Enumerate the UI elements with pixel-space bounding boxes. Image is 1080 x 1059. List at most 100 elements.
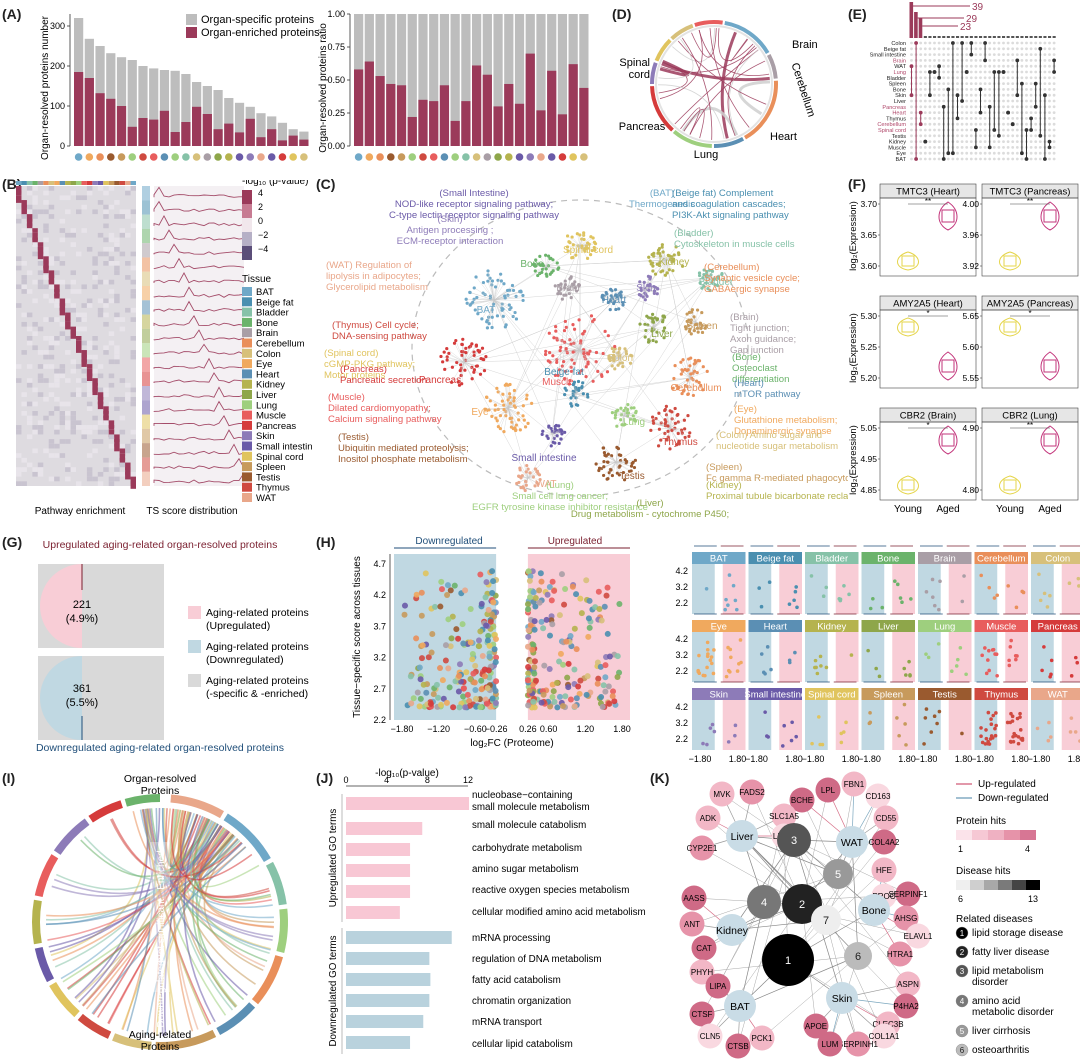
upset-grid-dot xyxy=(969,146,973,149)
cluster-node xyxy=(680,428,684,432)
b-xlabel-left: Pathway enrichment xyxy=(35,506,126,517)
upset-set-dot xyxy=(1024,157,1029,161)
cluster-edge xyxy=(669,414,679,429)
upset-grid-dot xyxy=(1048,47,1051,51)
cluster-node xyxy=(571,243,575,247)
h-point xyxy=(463,669,470,676)
upset-grid-dot xyxy=(1002,59,1005,62)
heatmap-cell xyxy=(86,190,93,196)
heatmap-tissue-strip xyxy=(81,181,87,185)
heatmap-cell xyxy=(76,378,82,383)
cluster-edge xyxy=(570,393,577,404)
cluster-edge xyxy=(545,349,581,355)
heatmap-cell xyxy=(108,340,115,346)
g-legend-grey-1: Aging-related proteins xyxy=(206,675,309,687)
heatmap-cell xyxy=(114,237,120,243)
upset-grid-dot xyxy=(1052,128,1056,132)
upset-grid-dot xyxy=(965,140,969,144)
panel-k-network: MVK FADS2ADKCYP2E1BCHELPLFBN1CD163CD55COL… xyxy=(679,771,1064,1059)
heatmap-cell xyxy=(70,232,76,238)
h-facet-y-tick: 4.2 xyxy=(675,566,688,576)
cluster-node xyxy=(649,262,653,266)
h-point xyxy=(437,603,444,610)
g-legend-up-swatch xyxy=(188,606,201,619)
heatmap-diagonal-cell xyxy=(76,340,82,349)
k-disease-edge xyxy=(751,791,803,905)
a2-bar-total xyxy=(407,14,417,146)
h-point xyxy=(425,654,432,661)
cluster-label: WAT xyxy=(535,479,556,490)
cluster-label: Thymus xyxy=(662,437,698,448)
b-tissue-name: Cerebellum xyxy=(256,339,305,350)
a2-tissue-dot xyxy=(397,153,406,161)
cluster-node xyxy=(642,280,646,284)
cluster-edge xyxy=(659,248,667,261)
cluster-node xyxy=(523,488,527,493)
k-protein-node xyxy=(817,1031,843,1057)
cluster-node xyxy=(517,474,521,478)
h-point xyxy=(456,672,463,679)
upset-set-dot xyxy=(1020,81,1024,86)
cluster-node xyxy=(633,458,637,462)
k-disease-legend-dot xyxy=(955,926,969,940)
heatmap-cell xyxy=(48,284,55,290)
cluster-node xyxy=(501,392,505,396)
upset-grid-dot xyxy=(928,151,932,155)
upset-grid-dot xyxy=(937,88,941,91)
h-facet-strip xyxy=(918,620,972,632)
upset-grid-dot xyxy=(1020,59,1024,62)
cluster-edge xyxy=(652,259,667,272)
h-facet-point xyxy=(924,590,929,594)
cluster-node xyxy=(563,430,567,434)
cluster-edge xyxy=(527,473,539,479)
cluster-node xyxy=(571,383,575,387)
upset-grid-dot xyxy=(937,151,941,155)
f-sig-mark: ** xyxy=(925,197,931,206)
a1-tissue-dot xyxy=(160,153,169,161)
f-violin-young xyxy=(897,317,919,337)
cluster-node xyxy=(577,283,581,287)
h-y-tick: 2.2 xyxy=(373,715,386,725)
cluster-node xyxy=(597,468,601,473)
a1-bar-specific xyxy=(224,98,234,146)
cluster-node xyxy=(662,329,666,333)
cluster-node xyxy=(689,321,693,325)
upset-row-label: Spinal cord xyxy=(878,128,906,134)
cluster-node xyxy=(618,464,622,468)
h-point xyxy=(449,613,456,620)
cluster-edge xyxy=(615,461,632,472)
heatmap-cell xyxy=(125,214,131,219)
h-facet-point xyxy=(1048,593,1052,598)
a1-tissue-dot xyxy=(149,153,158,161)
h-x-label: log₂FC (Proteome) xyxy=(470,738,553,749)
heatmap-cell xyxy=(32,214,38,219)
b-legend-gradient xyxy=(242,218,252,232)
cluster-edge xyxy=(648,257,667,261)
cluster-edge xyxy=(490,400,509,409)
cluster-link xyxy=(575,277,711,395)
upset-grid-dot xyxy=(992,59,996,62)
cluster-node xyxy=(673,421,677,425)
h-point xyxy=(603,592,610,599)
h-facet-point xyxy=(1009,638,1013,643)
cluster-node xyxy=(507,303,511,307)
heatmap-cell xyxy=(59,331,66,336)
cluster-node xyxy=(521,485,525,489)
g-legend-grey-2: (-specific & -enriched) xyxy=(206,688,308,700)
cluster-edge xyxy=(615,461,618,474)
chord-link xyxy=(681,37,713,140)
h-point xyxy=(525,606,532,613)
h-point xyxy=(420,681,427,688)
upset-grid-dot xyxy=(919,128,923,132)
cluster-edge xyxy=(474,287,495,301)
b-tissue-swatch xyxy=(242,472,252,482)
upset-grid-dot xyxy=(997,157,1001,161)
chord-label-brain: Brain xyxy=(792,39,818,51)
upset-grid-dot xyxy=(1015,146,1019,149)
heatmap-tissue-strip xyxy=(16,181,22,185)
upset-count-bar xyxy=(909,2,914,38)
b-tissue-title: Tissue xyxy=(242,274,272,285)
cluster-node xyxy=(502,430,506,434)
cluster-edge xyxy=(493,286,496,301)
heatmap-diagonal-cell xyxy=(59,303,66,311)
